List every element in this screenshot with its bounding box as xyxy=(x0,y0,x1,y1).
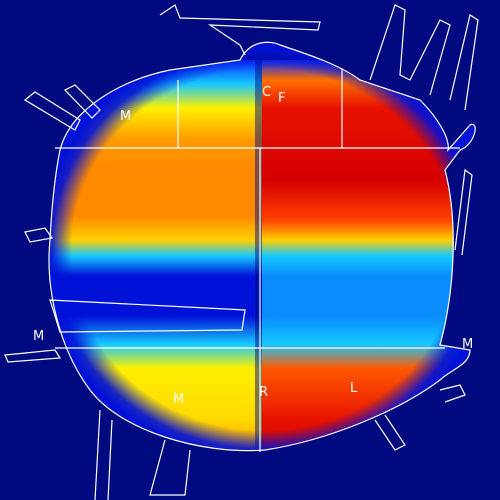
segment-grid xyxy=(55,68,460,452)
left-spike-low xyxy=(24,227,54,243)
bottom-left-leg-b xyxy=(107,419,113,500)
heat-body xyxy=(49,42,476,451)
bottom-right-spike xyxy=(374,414,406,451)
right-side-spike xyxy=(454,168,473,256)
left-spike-top xyxy=(23,91,81,131)
region-label-left: M xyxy=(33,329,44,344)
heat-edge-falloff xyxy=(49,42,476,451)
region-label-right: M xyxy=(462,337,473,352)
bottom-left-leg-a xyxy=(94,409,101,500)
bottom-leg-center xyxy=(149,439,191,496)
region-label-lower-left: M xyxy=(173,392,184,407)
top-right-fragment-b xyxy=(449,14,479,111)
region-label-c: C xyxy=(262,85,271,100)
region-label-upper-left: M xyxy=(120,109,131,124)
right-low-spike xyxy=(439,384,466,403)
body-outline xyxy=(48,41,476,452)
region-label-lower-right: L xyxy=(350,381,358,396)
left-arm xyxy=(49,299,246,333)
region-label-f: F xyxy=(278,91,285,106)
region-label-lower-center: R xyxy=(259,385,268,400)
left-spike-mid xyxy=(64,84,101,119)
top-left-fragment xyxy=(159,4,321,56)
outline-fragments xyxy=(4,4,479,500)
top-right-fragment-a xyxy=(369,4,451,96)
left-tail xyxy=(4,349,62,363)
